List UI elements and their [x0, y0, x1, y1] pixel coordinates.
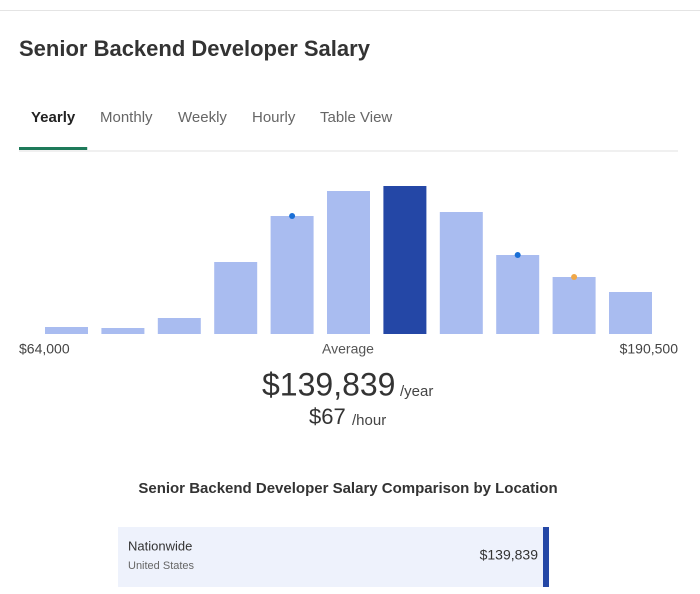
hourly-salary: $67 — [309, 404, 346, 429]
bar — [439, 212, 483, 334]
bar — [327, 191, 370, 334]
tab-underline — [19, 147, 88, 150]
tab[interactable]: Weekly — [178, 109, 227, 126]
hourly-unit: /hour — [352, 412, 386, 429]
location-row[interactable] — [118, 527, 549, 587]
comparison-title: Senior Backend Developer Salary Comparis… — [138, 480, 557, 497]
min-label: $64,000 — [19, 341, 70, 357]
page-title: Senior Backend Developer Salary — [19, 36, 371, 61]
bar — [383, 186, 427, 334]
bar — [496, 255, 540, 334]
bar — [552, 277, 596, 334]
tab[interactable]: Hourly — [252, 109, 296, 126]
tab[interactable]: Table View — [320, 109, 392, 126]
bar — [101, 328, 145, 334]
bar — [45, 327, 88, 334]
marker — [571, 274, 578, 280]
yearly-unit: /year — [400, 383, 433, 400]
tab[interactable]: Monthly — [100, 109, 153, 126]
location-name: Nationwide — [128, 538, 192, 553]
tab-bar: Yearly Monthly Weekly Hourly Table View — [19, 109, 392, 150]
center-label: Average — [322, 341, 374, 357]
yearly-salary: $139,839 — [262, 366, 395, 402]
max-label: $190,500 — [620, 341, 679, 357]
tab[interactable]: Yearly — [31, 109, 76, 126]
bar — [609, 292, 652, 334]
location-value: $139,839 — [480, 547, 539, 563]
salary-chart — [45, 186, 652, 334]
marker — [514, 252, 521, 258]
marker — [289, 213, 296, 219]
bar — [157, 318, 201, 334]
location-bar — [543, 527, 549, 587]
bar — [214, 262, 258, 334]
bar — [270, 216, 314, 334]
location-sub: United States — [128, 560, 195, 572]
